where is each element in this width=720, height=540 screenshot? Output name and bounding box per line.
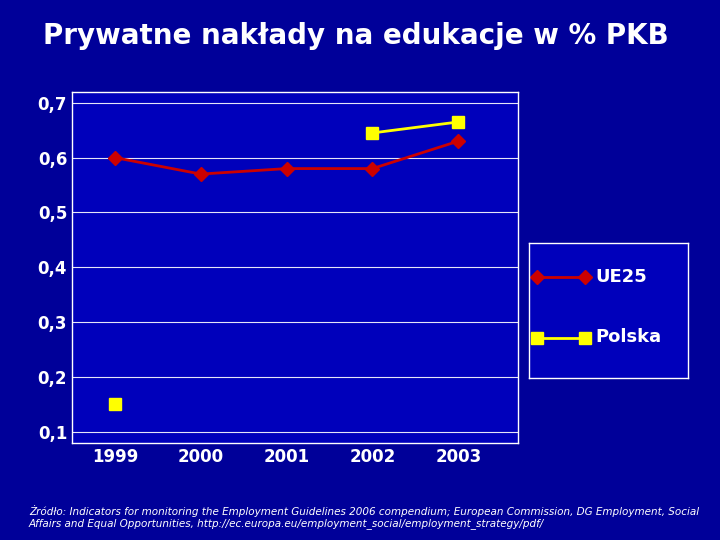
Text: Żródło: Indicators for monitoring the Employment Guidelines 2006 compendium; Eur: Żródło: Indicators for monitoring the Em… [29,505,699,529]
Text: UE25: UE25 [595,268,647,286]
Text: Polska: Polska [595,328,662,347]
Text: Prywatne nakłady na edukacje w % PKB: Prywatne nakłady na edukacje w % PKB [43,22,669,50]
